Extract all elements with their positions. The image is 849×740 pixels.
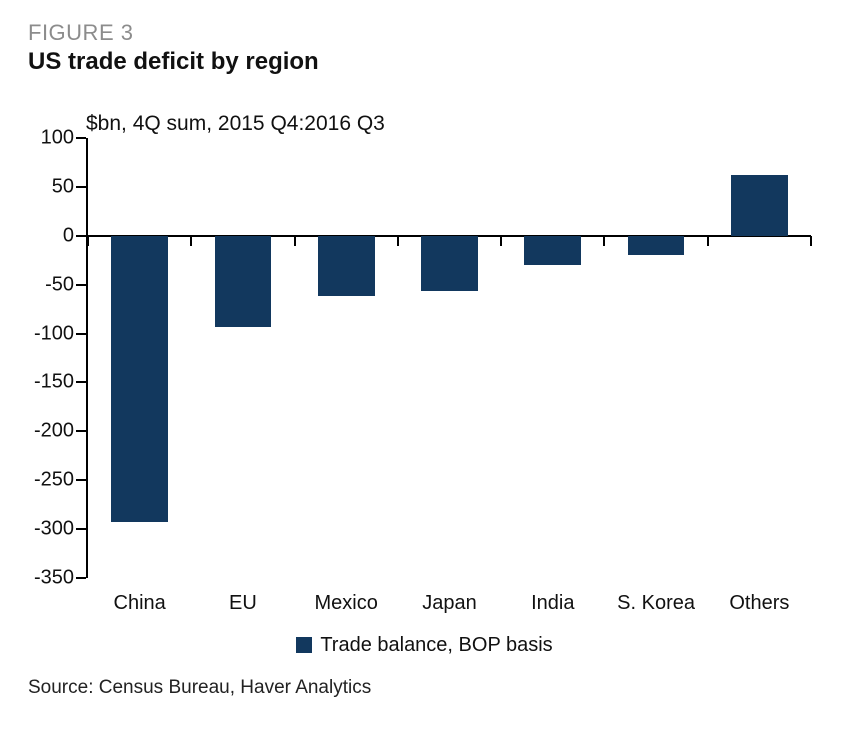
y-axis-tick <box>76 430 86 432</box>
figure-label: FIGURE 3 <box>28 20 821 46</box>
source-text: Source: Census Bureau, Haver Analytics <box>28 677 821 699</box>
y-axis-tick <box>76 137 86 139</box>
x-axis-tick <box>87 236 89 246</box>
bar <box>421 236 478 292</box>
y-axis-tick-label: 50 <box>52 175 74 198</box>
legend-label: Trade balance, BOP basis <box>320 634 552 656</box>
x-axis-category-label: S. Korea <box>617 592 695 615</box>
figure-container: FIGURE 3 US trade deficit by region $bn,… <box>0 0 849 740</box>
legend-swatch-icon <box>296 637 312 653</box>
y-axis-tick <box>76 528 86 530</box>
y-axis-tick-label: -50 <box>45 273 74 296</box>
y-axis-tick-label: -350 <box>34 567 74 590</box>
y-axis-tick <box>76 235 86 237</box>
bar <box>731 175 788 236</box>
bar <box>628 236 685 256</box>
y-axis-tick <box>76 479 86 481</box>
bar <box>524 236 581 265</box>
x-axis-tick <box>603 236 605 246</box>
y-axis-tick <box>76 186 86 188</box>
chart-legend: Trade balance, BOP basis <box>28 634 821 657</box>
x-axis-tick <box>294 236 296 246</box>
bar <box>111 236 168 522</box>
y-axis-tick-label: -100 <box>34 322 74 345</box>
y-axis-tick <box>76 577 86 579</box>
x-axis-category-label: Mexico <box>315 592 378 615</box>
x-axis-tick <box>500 236 502 246</box>
y-axis-title: $bn, 4Q sum, 2015 Q4:2016 Q3 <box>86 112 821 136</box>
bar <box>318 236 375 297</box>
y-axis-tick-label: -300 <box>34 518 74 541</box>
y-axis-tick-label: 0 <box>63 224 74 247</box>
x-axis-category-label: India <box>531 592 574 615</box>
y-axis-tick-label: -200 <box>34 420 74 443</box>
x-axis-category-label: EU <box>229 592 257 615</box>
x-axis-category-label: Japan <box>422 592 477 615</box>
x-axis-tick <box>810 236 812 246</box>
chart-plot-area: 100500-50-100-150-200-250-300-350ChinaEU… <box>86 138 811 578</box>
bar <box>215 236 272 327</box>
y-axis-tick <box>76 284 86 286</box>
y-axis-tick-label: -150 <box>34 371 74 394</box>
x-axis-tick <box>190 236 192 246</box>
y-axis-tick <box>76 381 86 383</box>
x-axis-category-label: China <box>114 592 166 615</box>
y-axis-tick <box>76 333 86 335</box>
x-axis-category-label: Others <box>729 592 789 615</box>
figure-title: US trade deficit by region <box>28 48 821 76</box>
y-axis-tick-label: -250 <box>34 469 74 492</box>
x-axis-tick <box>397 236 399 246</box>
y-axis-tick-label: 100 <box>41 127 74 150</box>
x-axis-tick <box>707 236 709 246</box>
